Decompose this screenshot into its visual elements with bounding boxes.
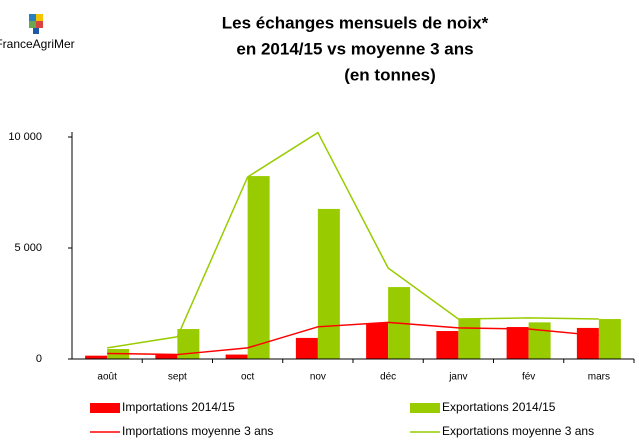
bar xyxy=(225,354,248,359)
x-tick-label: mars xyxy=(588,372,610,383)
bar xyxy=(177,329,200,359)
legend-label: Exportations moyenne 3 ans xyxy=(442,424,594,438)
x-tick-label: fév xyxy=(522,372,535,383)
bar xyxy=(317,208,340,359)
x-tick-label: oct xyxy=(241,372,255,383)
line xyxy=(107,131,599,349)
legend-swatch xyxy=(90,403,120,413)
x-tick-label: déc xyxy=(380,372,396,383)
logo-text: FranceAgriMer xyxy=(0,37,75,51)
bar xyxy=(247,176,270,359)
bar xyxy=(295,337,318,359)
bar xyxy=(155,354,178,359)
legend-label: Importations moyenne 3 ans xyxy=(122,424,273,438)
bar xyxy=(458,319,481,359)
bar xyxy=(506,327,529,359)
bar xyxy=(576,327,599,359)
y-tick-label: 0 xyxy=(36,353,42,365)
bar xyxy=(598,319,621,359)
x-tick-label: août xyxy=(97,372,117,383)
bar xyxy=(85,355,108,359)
y-tick-label: 10 000 xyxy=(8,131,42,143)
x-tick-label: nov xyxy=(310,372,326,383)
chart-title: en 2014/15 vs moyenne 3 ans xyxy=(236,39,473,58)
x-tick-label: sept xyxy=(168,372,187,383)
bar xyxy=(528,322,551,359)
x-tick-label: janv xyxy=(448,372,467,383)
legend-swatch xyxy=(410,403,440,413)
chart-title: Les échanges mensuels de noix* xyxy=(222,13,489,32)
chart-title: (en tonnes) xyxy=(344,65,436,84)
line xyxy=(107,321,599,356)
legend-label: Exportations 2014/15 xyxy=(442,400,556,414)
logo-icon xyxy=(29,14,43,34)
bar xyxy=(436,331,459,359)
bar xyxy=(366,323,389,359)
legend-label: Importations 2014/15 xyxy=(122,400,235,414)
y-tick-label: 5 000 xyxy=(14,242,42,254)
